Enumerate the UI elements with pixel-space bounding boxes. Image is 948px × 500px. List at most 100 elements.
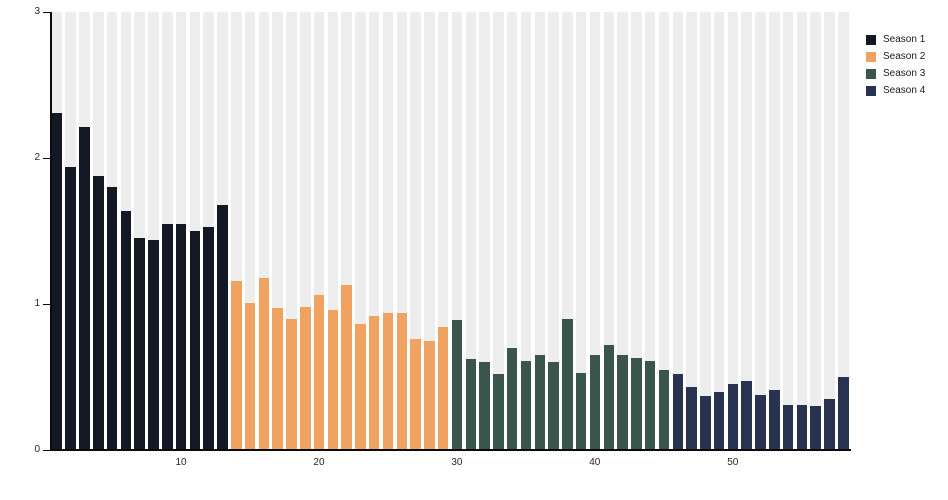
background-bar <box>658 12 670 450</box>
bar-slot-12 <box>202 12 216 450</box>
bar-1 <box>51 112 63 450</box>
bar-12 <box>203 226 214 450</box>
bar-6 <box>120 210 132 450</box>
legend-label-season-4: Season 4 <box>883 85 926 96</box>
bar-slot-28 <box>423 12 437 450</box>
bar-slot-55 <box>795 12 809 450</box>
bar-34 <box>506 347 518 450</box>
bar-slot-35 <box>519 12 533 450</box>
bar-slot-7 <box>133 12 147 450</box>
bar-39 <box>575 372 587 450</box>
legend-swatch-season-3 <box>866 68 876 79</box>
bar-11 <box>189 231 201 450</box>
bar-16 <box>258 277 270 450</box>
bar-slot-33 <box>492 12 506 450</box>
bar-30 <box>451 320 463 450</box>
bar-9 <box>162 223 173 450</box>
bar-slot-16 <box>257 12 271 450</box>
bar-slot-5 <box>105 12 119 450</box>
bar-slot-13 <box>216 12 230 450</box>
bar-slot-2 <box>64 12 78 450</box>
bar-slot-57 <box>823 12 837 450</box>
legend: Season 1 Season 2 Season 3 Season 4 <box>866 31 925 99</box>
background-bar <box>824 12 835 450</box>
background-bar <box>437 12 449 450</box>
background-bar <box>341 12 352 450</box>
background-bar <box>313 12 325 450</box>
legend-item-season-3: Season 3 <box>866 65 925 82</box>
bar-slot-25 <box>381 12 395 450</box>
bar-51 <box>741 381 752 450</box>
bar-slot-54 <box>781 12 795 450</box>
background-bar <box>755 12 766 450</box>
bar-23 <box>355 324 366 450</box>
bar-20 <box>313 295 325 450</box>
background-bar <box>451 12 463 450</box>
x-tick-label-30: 30 <box>451 457 463 468</box>
background-bar <box>782 12 794 450</box>
bar-22 <box>341 285 352 450</box>
bar-slot-51 <box>740 12 754 450</box>
bar-slot-9 <box>160 12 174 450</box>
bar-slot-14 <box>229 12 243 450</box>
background-bar <box>603 12 615 450</box>
background-bar <box>796 12 808 450</box>
bar-slot-45 <box>657 12 671 450</box>
bar-slot-40 <box>588 12 602 450</box>
bar-slot-26 <box>395 12 409 450</box>
bar-slot-56 <box>809 12 823 450</box>
background-bar <box>299 12 311 450</box>
bar-13 <box>217 204 228 450</box>
bar-57 <box>824 398 835 450</box>
legend-swatch-season-2 <box>866 51 876 62</box>
bar-slot-49 <box>712 12 726 450</box>
background-bar <box>355 12 366 450</box>
bar-slot-38 <box>560 12 574 450</box>
bar-49 <box>713 391 725 450</box>
background-bar <box>327 12 339 450</box>
legend-swatch-season-1 <box>866 34 876 45</box>
background-bar <box>713 12 725 450</box>
bar-2 <box>65 166 76 450</box>
bar-56 <box>810 406 821 450</box>
bar-28 <box>424 340 435 450</box>
bar-slot-30 <box>450 12 464 450</box>
legend-label-season-3: Season 3 <box>883 68 926 79</box>
bar-slot-1 <box>50 12 64 450</box>
bar-54 <box>782 404 794 450</box>
bar-slot-17 <box>271 12 285 450</box>
bar-14 <box>231 280 242 450</box>
bar-41 <box>603 344 615 450</box>
bar-15 <box>244 302 256 450</box>
background-bar <box>465 12 477 450</box>
bar-slot-52 <box>754 12 768 450</box>
bar-8 <box>148 239 159 450</box>
bar-50 <box>727 384 739 450</box>
bar-46 <box>672 374 684 450</box>
background-bar <box>562 12 573 450</box>
bar-slot-41 <box>602 12 616 450</box>
x-axis-line <box>50 449 851 451</box>
background-bar <box>396 12 408 450</box>
background-bar <box>686 12 697 450</box>
background-bar <box>769 12 780 450</box>
bar-55 <box>796 404 808 450</box>
bar-4 <box>93 175 104 450</box>
legend-swatch-season-4 <box>866 85 876 96</box>
bar-19 <box>299 306 311 450</box>
background-bar <box>368 12 380 450</box>
y-tick-mark-0 <box>43 449 50 451</box>
background-bar <box>631 12 642 450</box>
bar-slot-4 <box>91 12 105 450</box>
bar-33 <box>493 374 504 450</box>
y-tick-mark-3 <box>43 11 50 13</box>
bar-21 <box>327 309 339 450</box>
background-bar <box>286 12 297 450</box>
y-tick-label-0: 0 <box>34 444 40 455</box>
bar-slot-42 <box>616 12 630 450</box>
bar-52 <box>755 394 766 450</box>
background-bar <box>424 12 435 450</box>
bar-slot-31 <box>464 12 478 450</box>
legend-item-season-4: Season 4 <box>866 82 925 99</box>
bar-slot-23 <box>354 12 368 450</box>
